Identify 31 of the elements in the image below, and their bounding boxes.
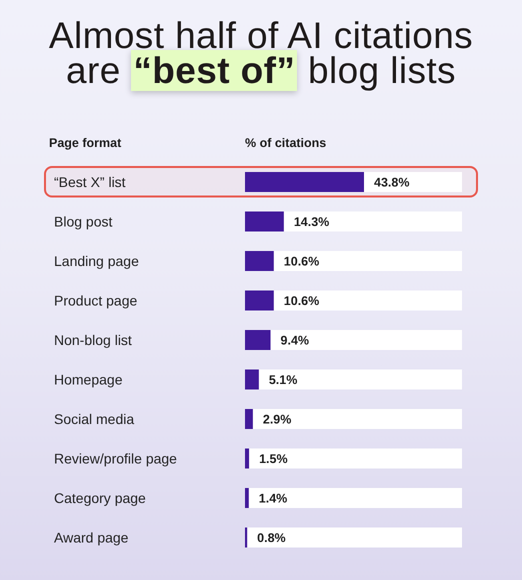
bar [245,370,259,390]
data-label: 14.3% [294,215,330,229]
data-label: 2.9% [262,412,292,426]
bar [245,290,274,310]
bar [245,448,250,468]
data-label: 5.1% [268,373,298,387]
y-tick-label: Award page [54,529,129,546]
data-label: 9.4% [280,334,310,348]
bar [245,251,274,271]
x-axis-title: % of citations [245,136,326,150]
y-tick-label: Landing page [54,252,140,269]
y-tick-label: Blog post [54,213,112,230]
data-label: 10.6% [284,254,320,268]
y-tick-label: Category page [54,490,146,506]
data-label: 10.6% [284,294,320,308]
bar [245,409,253,429]
y-tick-label: Review/profile page [54,450,178,466]
data-label: 43.8% [374,176,410,190]
y-tick-label: Social media [54,410,134,427]
data-label: 0.8% [257,531,286,545]
bar [245,212,284,232]
y-tick-label: Non-blog list [54,332,132,348]
y-tick-label: Product page [54,292,138,308]
data-label: 1.5% [259,452,288,466]
bar [245,488,249,508]
y-tick-label: “Best X” list [54,174,126,190]
y-tick-label: Homepage [54,371,123,388]
data-label: 1.4% [258,492,288,506]
y-axis-title: Page format [49,136,122,150]
bar [245,330,271,350]
chart-title: Almost half of AI citations are “best of” blog lists [48,15,474,91]
